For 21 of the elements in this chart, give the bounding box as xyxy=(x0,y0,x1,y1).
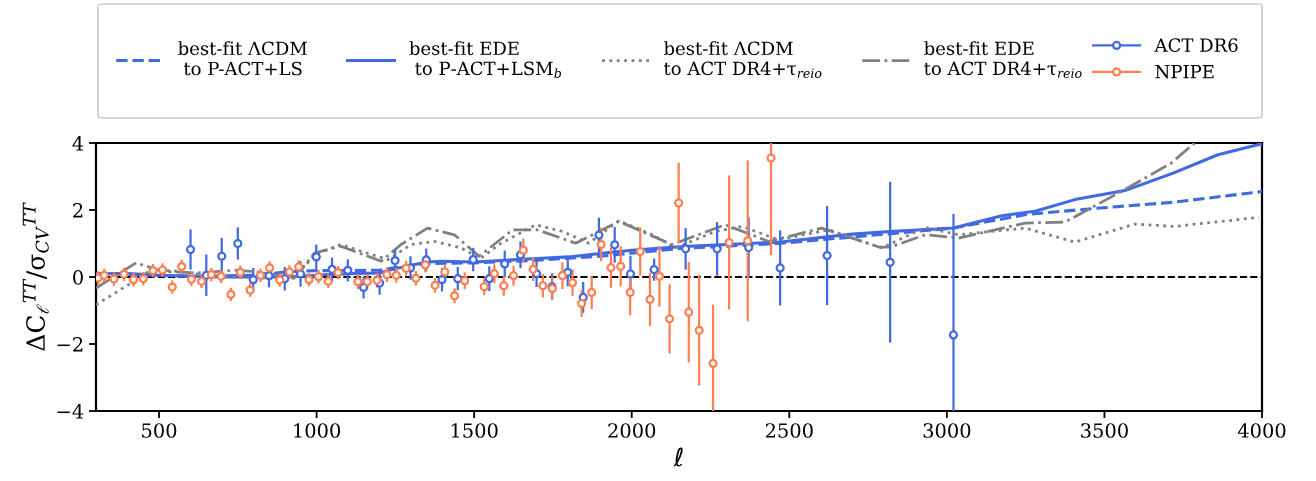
legend-label: best-fit ΛCDM to P-ACT+LS xyxy=(178,41,307,76)
legend-label: NPIPE xyxy=(1155,65,1214,79)
legend-label: best-fit ΛCDM to ACT DR4+τ$_{reio}$ xyxy=(663,41,822,78)
legend-label: best-fit EDE to ACT DR4+τ$_{reio}$ xyxy=(924,41,1082,78)
x-axis-title: ℓ xyxy=(673,447,683,467)
y-tick-label: 0 xyxy=(73,269,83,285)
legend-label: ACT DR6 xyxy=(1154,38,1238,52)
x-tick-label: 1500 xyxy=(451,423,498,438)
y-tick-label: 2 xyxy=(73,202,83,218)
y-axis-title: ΔC$_{ℓ}$$^{TT}$/σ$_{CV}$$^{TT}$ xyxy=(22,202,49,351)
x-tick-label: 2000 xyxy=(608,423,656,438)
x-tick-label: 4000 xyxy=(1237,423,1286,438)
y-tick-label: −2 xyxy=(57,336,83,352)
x-tick-label: 500 xyxy=(142,423,177,438)
x-tick-label: 1000 xyxy=(294,423,341,438)
x-tick-label: 2500 xyxy=(765,423,813,438)
y-tick-label: 4 xyxy=(72,135,84,151)
x-tick-label: 3000 xyxy=(923,423,971,438)
legend-label: best-fit EDE to P-ACT+LSM$_{b}$ xyxy=(409,41,562,78)
x-tick-label: 3500 xyxy=(1081,423,1128,438)
y-tick-label: −4 xyxy=(57,403,84,419)
